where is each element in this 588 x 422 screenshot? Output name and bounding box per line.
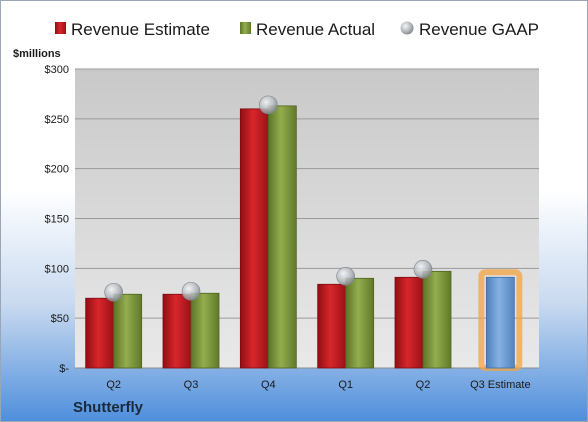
x-tick-label: Q2 (416, 379, 431, 391)
legend-swatch-actual (240, 22, 251, 34)
x-tick-label: Q2 (106, 379, 121, 391)
x-tick-label: Q1 (338, 379, 353, 391)
x-tick-label: Q3 (184, 379, 199, 391)
bar-revenue-actual (190, 292, 220, 369)
marker-revenue-gaap (259, 95, 278, 115)
bar-revenue-estimate (85, 297, 115, 369)
y-tick-label: $100 (45, 263, 69, 275)
x-axis-ticks: Q2 Q3 Q4 Q1 Q2 Q3 Estimate (106, 379, 530, 391)
x-tick-label: Q3 Estimate (470, 379, 531, 391)
marker-revenue-gaap (336, 267, 355, 286)
bar-revenue-actual (422, 270, 452, 369)
bar-revenue-actual (267, 105, 297, 369)
company-name: Shutterfly (73, 399, 144, 416)
bar-revenue-estimate (317, 283, 347, 369)
marker-revenue-gaap (104, 282, 123, 302)
y-tick-label: $300 (45, 64, 69, 76)
legend: Revenue Estimate Revenue Actual Revenue … (55, 20, 539, 39)
data-marks (85, 95, 523, 372)
bar-revenue-estimate (394, 276, 424, 369)
y-tick-label: $150 (45, 214, 69, 226)
y-tick-label: $- (59, 363, 69, 375)
y-axis-label: $millions (13, 48, 61, 60)
marker-revenue-gaap (181, 281, 201, 301)
gridlines (75, 68, 539, 369)
y-tick-label: $250 (45, 114, 69, 126)
legend-swatch-estimate (55, 22, 66, 34)
y-axis-ticks: $- $50 $100 $150 $200 $250 $300 (45, 64, 70, 375)
y-tick-label: $50 (51, 313, 69, 325)
legend-label-gaap: Revenue GAAP (419, 20, 539, 39)
bar-revenue-actual (113, 293, 143, 369)
bar-revenue-estimate (162, 293, 192, 369)
bar-revenue-estimate (239, 108, 269, 369)
bar-revenue-actual (345, 277, 375, 369)
marker-revenue-gaap (413, 260, 433, 279)
legend-label-actual: Revenue Actual (256, 20, 375, 39)
legend-marker-gaap (400, 21, 414, 35)
x-tick-label: Q4 (261, 379, 276, 391)
legend-label-estimate: Revenue Estimate (71, 20, 210, 39)
bar-estimate-current (485, 276, 515, 369)
y-tick-label: $200 (45, 164, 69, 176)
